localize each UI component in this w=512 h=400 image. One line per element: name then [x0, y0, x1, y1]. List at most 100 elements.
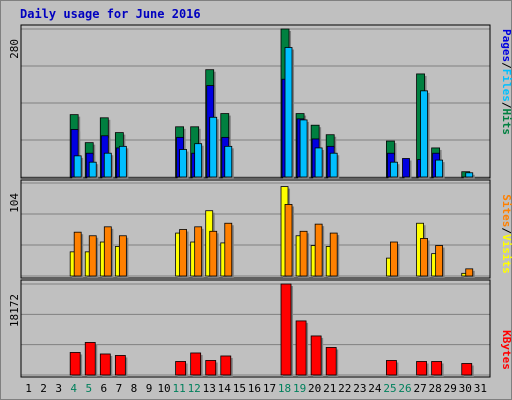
- x-tick-label: 17: [263, 382, 276, 395]
- bar-sites-body: [88, 235, 97, 277]
- panel-3: 18172: [8, 279, 491, 378]
- bar-sites: [209, 230, 219, 278]
- legend-separator: /: [500, 102, 512, 109]
- panel-background: [21, 280, 490, 377]
- x-tick-label: 26: [398, 382, 411, 395]
- bar-kbytes: [280, 283, 294, 377]
- bar-sites: [329, 232, 340, 278]
- legend-sites-visits: Sites/Visits: [500, 194, 512, 274]
- bar-sites-body: [209, 230, 218, 277]
- x-tick-label: 31: [474, 382, 487, 395]
- bar-kbytes: [190, 352, 203, 377]
- chart-title: Daily usage for June 2016: [20, 7, 201, 21]
- bar-files-body: [314, 147, 323, 178]
- bar-files-body: [390, 161, 398, 178]
- bar-sites-body: [179, 229, 188, 277]
- bar-kbytes-body: [84, 342, 96, 376]
- bar-files-body: [73, 155, 82, 178]
- legend-separator: /: [500, 227, 512, 234]
- x-tick-label: 19: [293, 382, 306, 395]
- x-tick-label: 1: [25, 382, 32, 395]
- bar-sites: [224, 222, 234, 278]
- bar-kbytes: [114, 355, 128, 377]
- x-tick-label: 13: [203, 382, 216, 395]
- bar-pages-body: [402, 158, 410, 178]
- legend-kbytes: KBytes: [500, 330, 512, 370]
- bar-sites-body: [224, 222, 233, 277]
- bar-sites: [179, 229, 189, 278]
- bar-kbytes-body: [461, 363, 473, 376]
- x-tick-label: 23: [353, 382, 366, 395]
- x-tick-label: 7: [116, 382, 123, 395]
- bar-kbytes-body: [175, 361, 187, 376]
- bar-kbytes: [84, 342, 98, 377]
- bar-sites-body: [284, 204, 293, 277]
- x-tick-label: 25: [383, 382, 396, 395]
- bar-sites: [435, 245, 445, 278]
- bar-kbytes-body: [310, 335, 322, 376]
- x-tick-label: 4: [70, 382, 77, 395]
- bar-sites: [465, 268, 475, 278]
- x-tick-label: 6: [101, 382, 108, 395]
- bar-files-body: [224, 145, 233, 178]
- bar-kbytes: [461, 363, 474, 377]
- bar-kbytes: [295, 320, 309, 377]
- legend-files: Files: [500, 69, 512, 102]
- bar-sites: [73, 231, 84, 278]
- bar-sites-body: [314, 223, 323, 277]
- bar-sites-body: [420, 238, 428, 277]
- x-tick-label: 9: [146, 382, 153, 395]
- legend-visits: Visits: [500, 234, 512, 274]
- bar-files-body: [329, 152, 338, 178]
- bar-files: [73, 155, 84, 179]
- bar-files: [224, 145, 234, 179]
- bar-files: [465, 172, 475, 179]
- legend-separator: /: [500, 62, 512, 69]
- bar-sites: [299, 230, 310, 278]
- bar-kbytes: [310, 335, 324, 377]
- bar-files: [209, 116, 219, 179]
- x-tick-label: 3: [55, 382, 62, 395]
- x-tick-label: 18: [278, 382, 291, 395]
- x-tick-label: 29: [444, 382, 457, 395]
- panel-2: 104: [8, 179, 491, 279]
- x-tick-label: 15: [233, 382, 246, 395]
- bar-files: [194, 143, 204, 179]
- bar-sites: [88, 235, 99, 278]
- bar-kbytes: [205, 360, 218, 377]
- legend-pages: Pages: [500, 29, 512, 62]
- bar-files: [390, 161, 400, 179]
- panel-1: 280: [8, 24, 491, 179]
- bar-kbytes-body: [205, 360, 217, 376]
- bar-sites: [284, 204, 295, 278]
- bar-sites-body: [329, 232, 338, 277]
- bar-kbytes-body: [69, 352, 81, 376]
- bar-files-body: [194, 143, 203, 178]
- bar-files: [284, 47, 295, 179]
- bar-files: [435, 159, 445, 179]
- legend-hits: Hits: [500, 109, 512, 136]
- x-tick-label: 24: [368, 382, 382, 395]
- legend-pages-files-hits: Pages/Files/Hits: [500, 29, 512, 135]
- bar-kbytes-body: [325, 347, 337, 376]
- bar-sites-body: [73, 231, 82, 277]
- bar-sites-body: [103, 226, 112, 277]
- x-tick-label: 21: [323, 382, 336, 395]
- bar-kbytes: [69, 352, 83, 377]
- bar-kbytes: [416, 361, 429, 377]
- y-axis-max-label: 18172: [8, 294, 21, 327]
- bar-kbytes-body: [386, 360, 397, 376]
- bar-kbytes: [431, 361, 444, 377]
- x-tick-label: 5: [85, 382, 92, 395]
- x-tick-label: 14: [218, 382, 232, 395]
- bar-visits-shadow: [463, 275, 471, 278]
- bar-files-body: [284, 47, 293, 178]
- bar-sites: [390, 241, 400, 278]
- bar-kbytes-body: [431, 361, 443, 376]
- x-tick-label: 27: [413, 382, 426, 395]
- bar-kbytes-body: [114, 355, 126, 376]
- bar-sites: [194, 226, 204, 278]
- bar-sites: [103, 226, 114, 278]
- x-tick-label: 11: [173, 382, 186, 395]
